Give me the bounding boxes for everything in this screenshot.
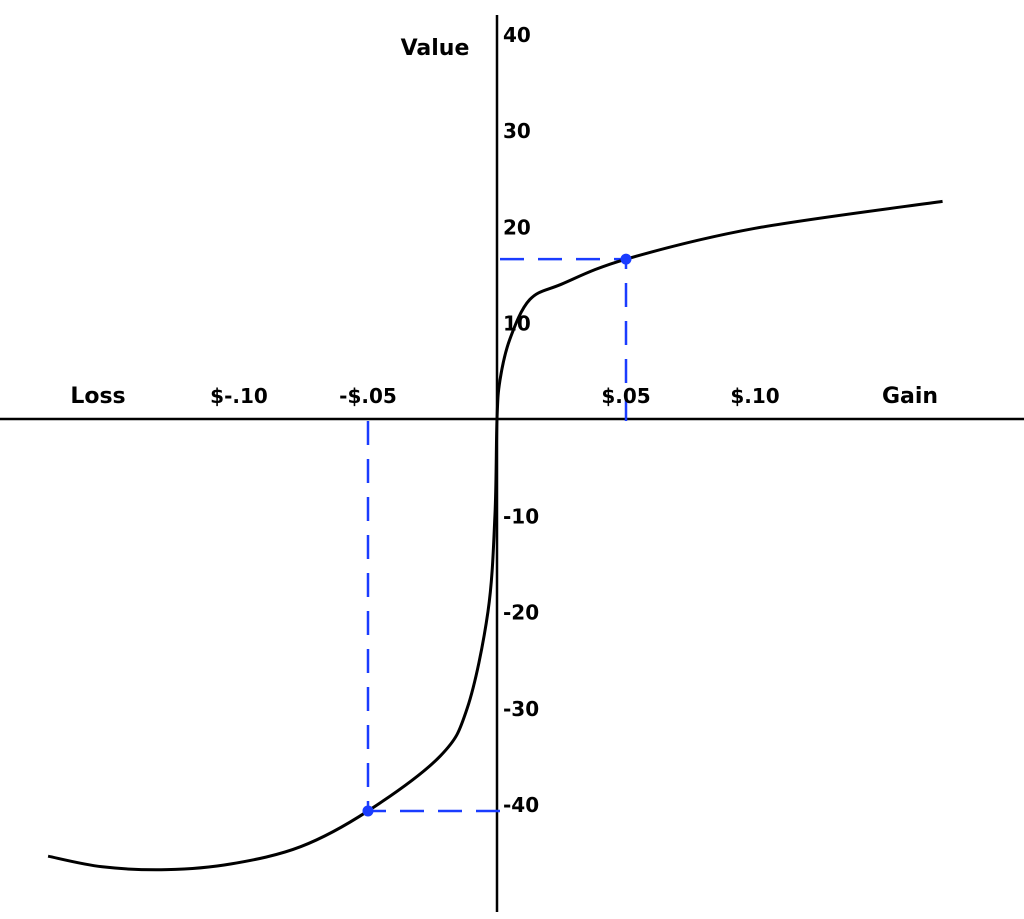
x-tick-label: $-.10 xyxy=(210,384,268,408)
highlight-point xyxy=(362,805,374,817)
y-tick-label: -30 xyxy=(503,697,539,721)
y-tick-label: 40 xyxy=(503,23,531,47)
x-tick-label: $.05 xyxy=(601,384,650,408)
y-tick-label: -40 xyxy=(503,793,539,817)
x-tick-label: -$.05 xyxy=(339,384,397,408)
y-tick-label: -20 xyxy=(503,601,539,625)
value-curve xyxy=(47,199,943,872)
y-tick-label: -10 xyxy=(503,504,539,528)
x-tick-label: $.10 xyxy=(730,384,779,408)
x-axis-label-gain: Gain xyxy=(882,384,938,409)
y-tick-label: 20 xyxy=(503,215,531,239)
y-tick-label: 30 xyxy=(503,119,531,143)
x-axis-label-loss: Loss xyxy=(70,384,125,409)
y-axis-label: Value xyxy=(401,36,470,61)
highlight-point xyxy=(620,253,632,265)
y-tick-label: 10 xyxy=(503,312,531,336)
